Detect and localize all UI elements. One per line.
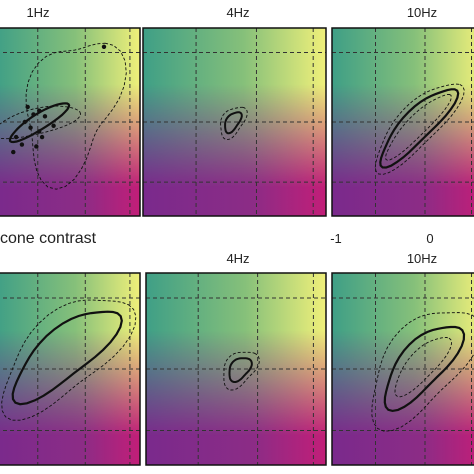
panel-title-4hz-top: 4Hz — [226, 5, 249, 20]
contour-solid — [224, 111, 243, 135]
data-point — [19, 142, 25, 147]
contour-dashed — [220, 106, 248, 141]
panel-2 — [142, 27, 327, 217]
panel-3 — [331, 27, 474, 217]
panel-frame — [142, 27, 327, 217]
data-point — [22, 119, 27, 125]
data-point — [13, 134, 19, 140]
tick-label-zero: 0 — [426, 231, 433, 246]
contour-solid — [228, 357, 253, 383]
data-point — [28, 125, 33, 130]
panel-title-10hz-bottom: 10Hz — [407, 251, 437, 266]
panel-5 — [145, 272, 327, 466]
data-point — [25, 104, 30, 110]
panel-6 — [331, 272, 474, 466]
panel-title-4hz-bottom: 4Hz — [226, 251, 249, 266]
panel-title-10hz-top: 10Hz — [407, 5, 437, 20]
contour-dashed — [374, 83, 465, 175]
contour-solid — [8, 102, 71, 144]
data-point — [51, 123, 56, 128]
panel-frame — [331, 272, 474, 466]
contour-dashed — [394, 337, 453, 398]
panel-title-1hz: 1Hz — [26, 5, 49, 20]
data-point — [11, 149, 16, 155]
data-point — [37, 108, 42, 113]
panel-frame — [0, 272, 141, 466]
axis-label-cone-contrast: cone contrast — [0, 230, 97, 247]
panel-frame — [145, 272, 327, 466]
panel-frame — [331, 27, 474, 217]
tick-label-neg1: -1 — [330, 231, 342, 246]
contour-solid — [379, 88, 460, 169]
panel-frame — [0, 27, 141, 217]
data-point — [42, 114, 48, 119]
data-point — [37, 129, 42, 134]
contour-dashed — [1, 299, 137, 421]
data-point — [39, 134, 45, 140]
contour-solid — [11, 310, 123, 406]
panel-4 — [0, 272, 141, 466]
contour-dashed — [223, 351, 260, 391]
data-point — [31, 112, 36, 117]
panel-1 — [0, 27, 141, 217]
contour-dashed — [371, 312, 474, 432]
panel-bg-top — [146, 273, 326, 465]
contour-solid — [383, 325, 466, 413]
panels — [0, 27, 474, 466]
data-point — [101, 44, 107, 49]
contour-dashed — [25, 42, 127, 190]
data-point — [34, 144, 39, 149]
